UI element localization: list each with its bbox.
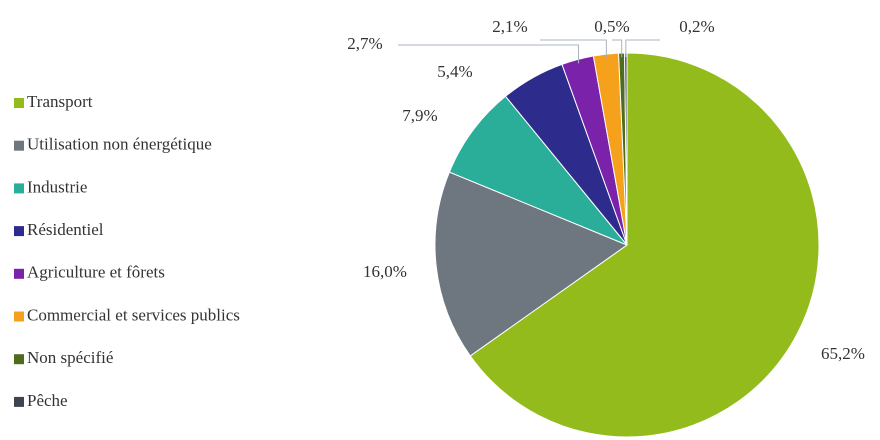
legend-swatch [14,311,24,322]
leader-line [612,39,623,58]
legend-swatch [14,226,24,237]
legend-swatch [14,183,24,194]
legend-label: Non spécifié [27,348,113,367]
legend-label: Transport [27,92,93,111]
pie-slice [434,171,629,357]
legend-label: Industrie [27,177,87,196]
data-label: 7,9% [402,106,437,125]
leader-line [625,39,660,58]
legend-swatch [14,268,24,279]
legend-swatch [14,354,24,365]
legend-swatch [14,140,24,151]
data-label: 65,2% [821,344,865,363]
data-label: 0,5% [594,17,629,36]
legend-label: Commercial et services publics [27,305,240,324]
legend-label: Utilisation non énergétique [27,135,212,154]
pie-slice [448,95,628,246]
legend-swatch [14,396,24,407]
legend-label: Pêche [27,391,68,410]
data-label: 16,0% [363,262,407,281]
data-label: 0,2% [679,17,714,36]
leader-line [540,39,607,59]
data-label: 2,7% [347,34,382,53]
leader-line [398,44,580,64]
data-label: 5,4% [437,62,472,81]
legend-label: Agriculture et fôrets [27,263,165,282]
legend-label: Résidentiel [27,220,104,239]
pie-slice [469,52,820,438]
legend-swatch [14,98,24,108]
data-label: 2,1% [492,17,527,36]
